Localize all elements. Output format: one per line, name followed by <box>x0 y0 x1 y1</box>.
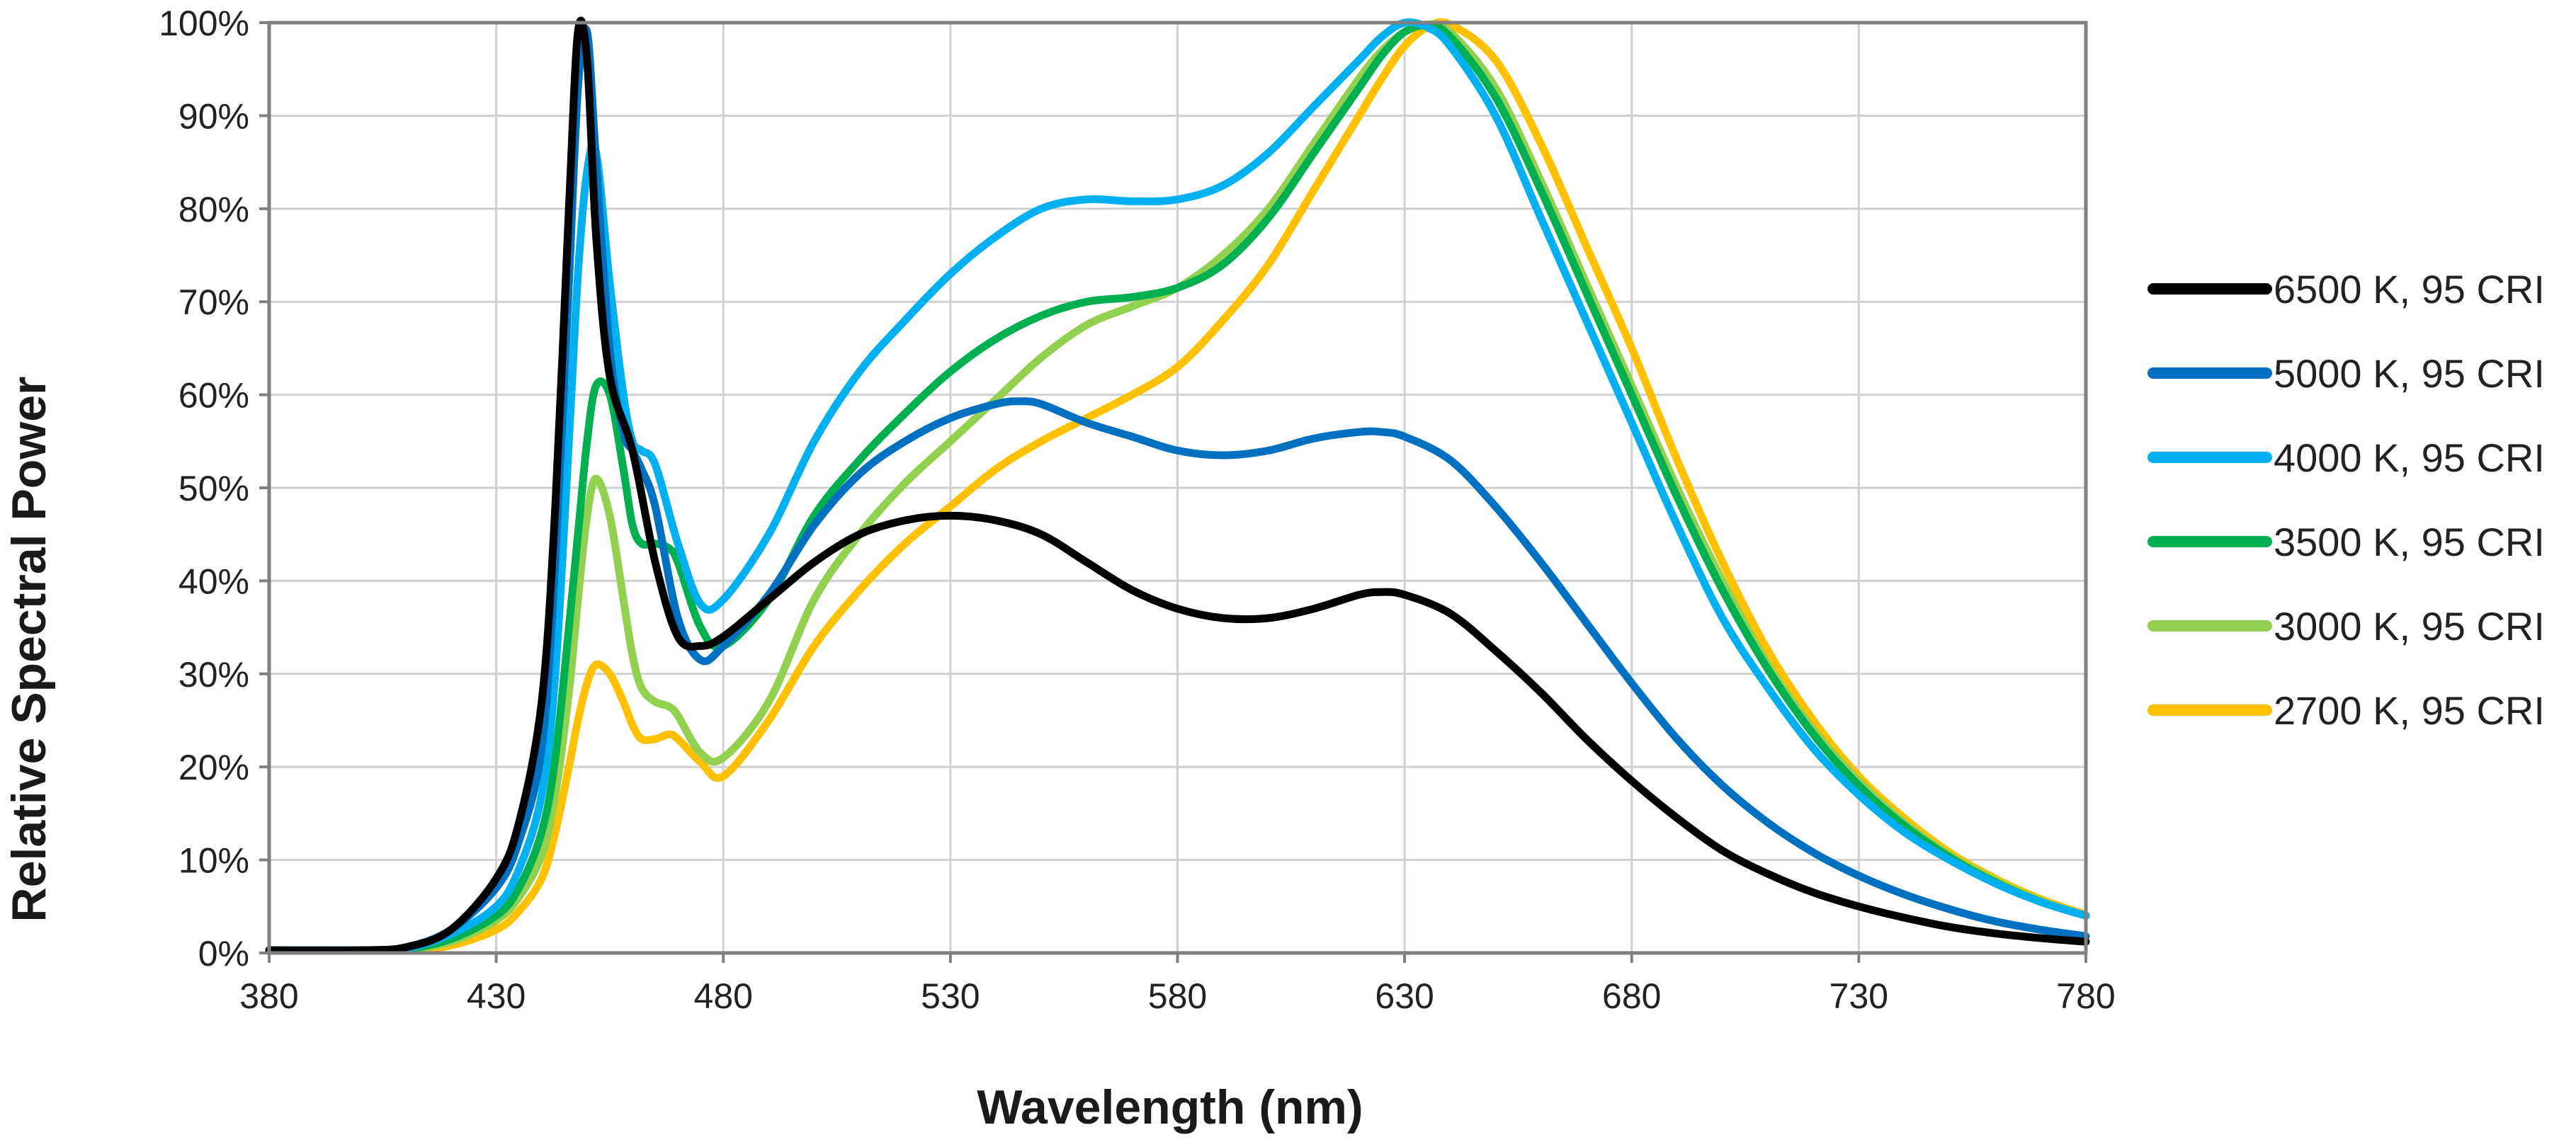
x-tick-label: 480 <box>694 976 753 1016</box>
x-tick-label: 530 <box>921 976 980 1016</box>
legend-item: 3500 K, 95 CRI <box>2147 520 2545 564</box>
series-line-2 <box>265 18 2090 954</box>
y-tick-label: 100% <box>159 4 249 43</box>
legend-label: 4000 K, 95 CRI <box>2274 435 2545 480</box>
y-tick-label: 60% <box>178 376 249 416</box>
x-axis-ticks: 380 430 480 530 580 630 680 730 780 <box>239 953 2116 1016</box>
y-tick-label: 0% <box>198 934 249 973</box>
legend-label: 3500 K, 95 CRI <box>2274 520 2545 564</box>
legend-item: 6500 K, 95 CRI <box>2147 267 2545 312</box>
x-tick-label: 580 <box>1148 976 1207 1016</box>
y-tick-label: 50% <box>178 469 249 508</box>
x-tick-label: 780 <box>2056 976 2115 1016</box>
legend-label: 2700 K, 95 CRI <box>2274 688 2545 733</box>
x-axis-title: Wavelength (nm) <box>977 1080 1363 1134</box>
y-axis-ticks: 0% 10% 20% 30% 40% 50% 60% 70% 80% 90% 100% <box>159 4 269 973</box>
legend-label: 6500 K, 95 CRI <box>2274 267 2545 312</box>
x-tick-label: 730 <box>1829 976 1888 1016</box>
y-tick-label: 40% <box>178 561 249 601</box>
x-tick-label: 630 <box>1375 976 1434 1016</box>
legend-item: 5000 K, 95 CRI <box>2147 351 2545 396</box>
legend-item: 2700 K, 95 CRI <box>2147 688 2545 733</box>
legend: 6500 K, 95 CRI 5000 K, 95 CRI 4000 K, 95 C… <box>2147 267 2545 733</box>
y-tick-label: 10% <box>178 841 249 881</box>
y-tick-label: 80% <box>178 190 249 229</box>
y-axis-title: Relative Spectral Power <box>2 376 56 922</box>
legend-item: 3000 K, 95 CRI <box>2147 604 2545 649</box>
series-line-3 <box>265 21 2090 954</box>
y-tick-label: 70% <box>178 282 249 322</box>
legend-item: 4000 K, 95 CRI <box>2147 435 2545 480</box>
y-tick-label: 90% <box>178 96 249 136</box>
y-tick-label: 20% <box>178 748 249 787</box>
x-tick-label: 430 <box>467 976 526 1016</box>
series-line-0 <box>265 16 2090 954</box>
x-tick-label: 680 <box>1602 976 1661 1016</box>
series-line-5 <box>265 18 2090 955</box>
y-tick-label: 30% <box>178 655 249 695</box>
x-tick-label: 380 <box>239 976 298 1016</box>
series-lines <box>265 16 2090 955</box>
series-line-4 <box>265 20 2090 954</box>
legend-label: 5000 K, 95 CRI <box>2274 351 2545 396</box>
legend-label: 3000 K, 95 CRI <box>2274 604 2545 649</box>
